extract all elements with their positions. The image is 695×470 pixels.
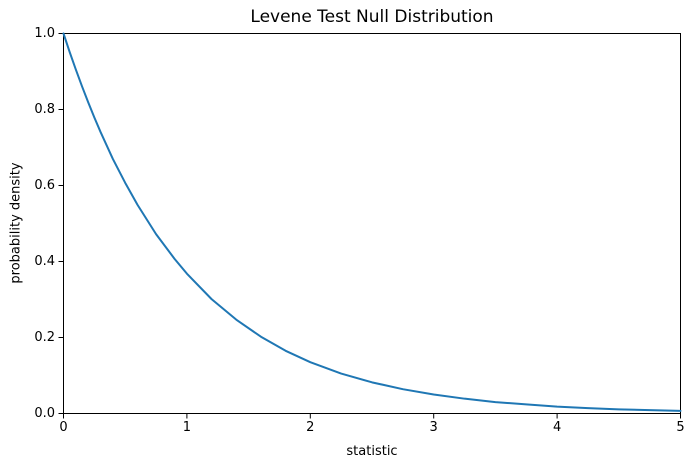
x-tick-label: 5 — [676, 420, 685, 435]
y-tick-label: 0.4 — [34, 253, 55, 269]
x-axis-label: statistic — [346, 444, 398, 459]
x-tick-label: 3 — [429, 420, 438, 435]
y-tick-label: 0.8 — [34, 101, 55, 117]
y-tick-label: 0.0 — [34, 405, 55, 421]
density-curve — [62, 32, 682, 412]
x-tick-label: 1 — [182, 420, 192, 435]
axes-frame — [63, 33, 681, 414]
chart-title: Levene Test Null Distribution — [250, 7, 494, 27]
x-tick-label: 4 — [552, 420, 562, 435]
x-tick-label: 2 — [306, 420, 315, 435]
y-tick-label: 0.2 — [34, 329, 55, 345]
y-tick-label: 0.6 — [34, 177, 55, 193]
y-tick-label: 1.0 — [34, 25, 55, 41]
x-tick-label: 0 — [59, 420, 68, 435]
